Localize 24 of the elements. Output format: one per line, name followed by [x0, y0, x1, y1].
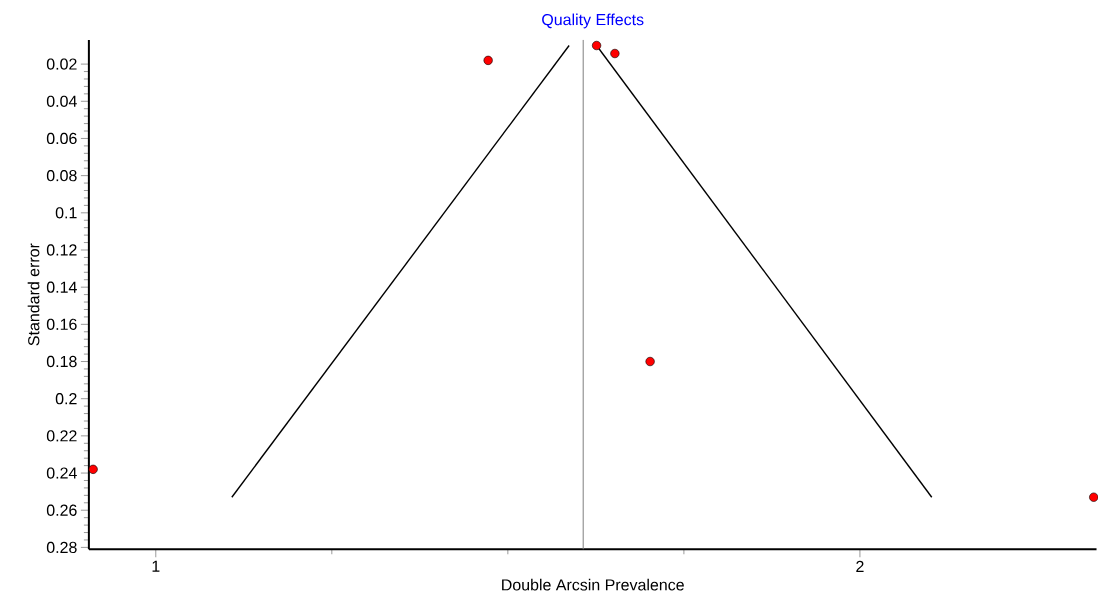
y-axis-title: Standard error — [27, 243, 40, 346]
y-tick-label: 0.1 — [55, 207, 77, 219]
point — [88, 464, 98, 474]
y-tick-label: 0.24 — [46, 467, 77, 479]
y-tick-label: 0.22 — [46, 430, 77, 442]
y-tick-label: 0.06 — [46, 132, 77, 145]
y-tick-label: 0.2 — [55, 392, 77, 405]
y-tick-label: 0.14 — [46, 281, 77, 293]
x-axis-title: Double Arcsin Prevalence — [502, 578, 684, 591]
y-tick-label: 0.16 — [46, 318, 77, 330]
x-tick-label: 1 — [152, 560, 160, 572]
y-tick-label: 0.04 — [46, 95, 77, 107]
point — [645, 356, 655, 367]
y-tick-label: 0.08 — [46, 169, 77, 182]
point — [610, 48, 620, 59]
chart-title: Quality Effects — [542, 13, 644, 29]
y-tick-label: 0.28 — [46, 541, 77, 553]
x-tick-label: 2 — [856, 560, 864, 572]
y-tick-label: 0.02 — [46, 58, 77, 70]
y-tick-label: 0.18 — [46, 355, 77, 368]
y-tick-label: 0.26 — [46, 504, 77, 516]
point — [591, 40, 602, 51]
y-tick-label: 0.12 — [46, 244, 77, 256]
point — [483, 55, 493, 65]
